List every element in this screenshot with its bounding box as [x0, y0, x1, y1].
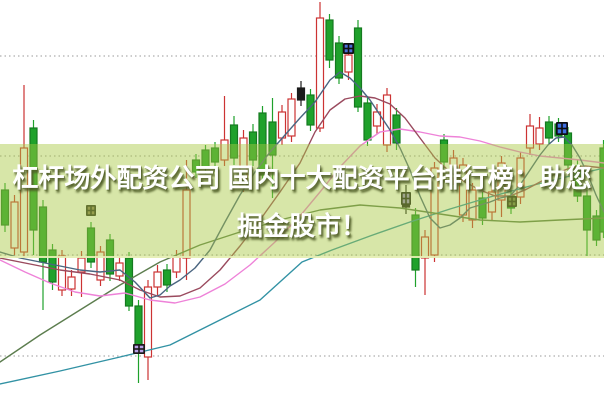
promo-banner: 杠杆场外配资公司 国内十大配资平台排行榜：助您 掘金股市！ [0, 144, 604, 258]
banner-text-line2: 掘金股市！ [236, 211, 367, 241]
banner-text-line1: 杠杆场外配资公司 国内十大配资平台排行榜：助您 [12, 163, 592, 193]
